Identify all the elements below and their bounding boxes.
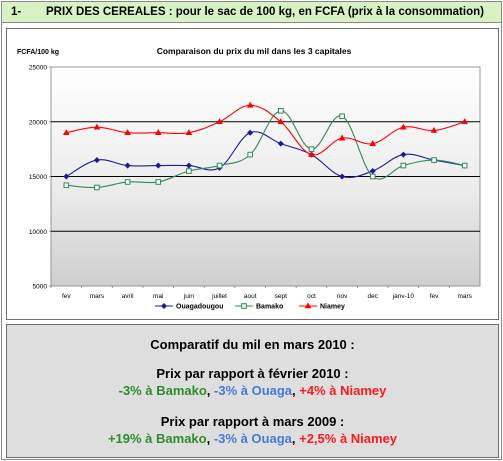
x-tick-label: oct xyxy=(307,293,316,300)
legend-label: Ouagadougou xyxy=(176,304,223,311)
section-number: 1- xyxy=(11,6,22,18)
data-point-bamako xyxy=(216,162,223,169)
data-point-ouagadougou xyxy=(63,173,70,180)
price-line-chart: Comparaison du prix du mil dans les 3 ca… xyxy=(17,46,481,311)
x-tick-label: fev xyxy=(62,293,71,300)
data-point-niamey xyxy=(93,123,101,130)
y-tick-label: 25000 xyxy=(29,65,47,72)
series-line-niamey xyxy=(66,104,465,156)
data-point-bamako xyxy=(308,146,315,152)
summary-fragment: , xyxy=(206,383,215,398)
x-tick-label: fev xyxy=(430,293,439,300)
data-point-bamako xyxy=(63,182,70,189)
legend-marker xyxy=(160,302,168,310)
series-niamey xyxy=(63,101,468,157)
data-point-niamey xyxy=(246,101,254,108)
x-tick-label: mars xyxy=(90,293,105,300)
x-tick-label: juillet xyxy=(211,293,227,300)
x-tick-label: nov xyxy=(337,293,348,300)
x-tick-label: mars xyxy=(457,293,472,300)
data-point-ouagadougou xyxy=(400,151,407,158)
section-header: 1- PRIX DES CEREALES : pour le sac de 10… xyxy=(2,2,501,23)
data-point-niamey xyxy=(400,123,407,130)
data-point-ouagadougou xyxy=(93,157,100,164)
y-tick-label: 20000 xyxy=(29,119,47,126)
data-point-niamey xyxy=(338,134,346,141)
data-point-niamey xyxy=(185,129,193,135)
y-tick-label: 10000 xyxy=(29,229,47,236)
data-point-ouagadougou xyxy=(155,162,162,169)
data-point-ouagadougou xyxy=(277,140,284,147)
data-point-bamako xyxy=(431,157,437,163)
data-point-ouagadougou xyxy=(369,168,376,175)
data-point-bamako xyxy=(400,162,407,169)
x-tick-label: mai xyxy=(153,293,163,300)
summary-fragment: -3% à Bamako xyxy=(118,383,207,398)
data-point-bamako xyxy=(124,179,131,185)
chart-legend: Ouagadougou Bamako Niamey xyxy=(155,302,345,311)
summary-fragment: -3% à Ouaga xyxy=(213,431,292,446)
data-point-niamey xyxy=(63,129,70,135)
x-tick-label: avril xyxy=(122,293,134,300)
summary-block1-title: Prix par rapport à février 2010 : xyxy=(156,366,349,381)
data-point-bamako xyxy=(369,173,376,180)
data-point-ouagadougou xyxy=(247,129,254,136)
summary-fragment: +19% à Bamako xyxy=(107,431,207,446)
legend-marker xyxy=(241,303,247,309)
summary-fragment: , xyxy=(206,431,214,446)
x-tick-label: dec xyxy=(368,293,379,300)
data-point-bamako xyxy=(155,179,162,185)
data-point-niamey xyxy=(461,118,468,125)
x-tick-label: aout xyxy=(244,293,257,300)
data-point-niamey xyxy=(277,118,285,125)
section-title: PRIX DES CEREALES : pour le sac de 100 k… xyxy=(46,6,484,18)
x-tick-label: sept xyxy=(275,293,287,300)
summary-fragment: -3% à Ouaga xyxy=(214,383,293,398)
data-point-niamey xyxy=(430,126,438,133)
summary-fragment: +4% à Niamey xyxy=(299,383,387,398)
data-point-niamey xyxy=(124,129,131,135)
summary-block2-values: +19% à Bamako, -3% à Ouaga, +2,5% à Niam… xyxy=(7,431,498,446)
x-tick-label: janv-10 xyxy=(392,293,415,300)
data-point-bamako xyxy=(186,168,192,174)
summary-block1-values: -3% à Bamako, -3% à Ouaga, +4% à Niamey xyxy=(7,383,498,398)
series-line-bamako xyxy=(66,110,465,189)
summary-heading: Comparatif du mil en mars 2010 : xyxy=(150,337,355,352)
chart-title: Comparaison du prix du mil dans les 3 ca… xyxy=(157,46,352,56)
data-point-niamey xyxy=(154,129,162,135)
series-bamako xyxy=(63,108,468,191)
legend-label: Bamako xyxy=(256,304,283,311)
data-point-niamey xyxy=(369,140,377,146)
x-tick-label: juin xyxy=(183,293,195,300)
data-point-bamako xyxy=(247,151,253,158)
y-axis-label: FCFA/100 kg xyxy=(17,49,59,56)
chart-panel: Comparaison du prix du mil dans les 3 ca… xyxy=(6,28,499,320)
data-point-bamako xyxy=(461,162,468,169)
summary-block2-title: Prix par rapport à mars 2009 : xyxy=(160,414,345,429)
data-point-bamako xyxy=(339,113,345,120)
summary-fragment: +2,5% à Niamey xyxy=(299,431,398,446)
legend-marker xyxy=(304,302,312,309)
legend-label: Niamey xyxy=(320,304,345,311)
data-point-niamey xyxy=(308,150,315,157)
data-point-ouagadougou xyxy=(339,173,346,180)
summary-panel: Comparatif du mil en mars 2010 : Prix pa… xyxy=(6,324,499,458)
summary-fragment: , xyxy=(292,383,300,398)
y-tick-label: 15000 xyxy=(29,174,47,181)
data-point-bamako xyxy=(278,108,284,114)
data-point-ouagadougou xyxy=(124,162,131,169)
data-point-ouagadougou xyxy=(185,162,192,169)
summary-fragment: , xyxy=(291,431,300,446)
data-point-bamako xyxy=(94,184,100,191)
data-point-niamey xyxy=(216,118,223,125)
y-tick-label: 5000 xyxy=(33,284,48,291)
